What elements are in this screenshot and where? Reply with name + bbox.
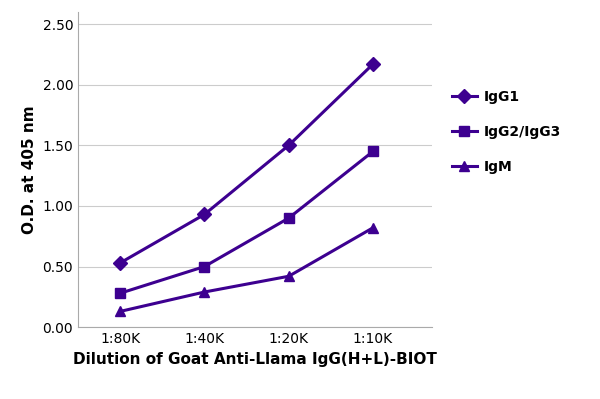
IgG2/IgG3 (116, 291, 124, 296)
IgM (370, 225, 377, 230)
IgG1 (370, 62, 377, 67)
Line: IgM: IgM (115, 223, 378, 316)
Line: IgG2/IgG3: IgG2/IgG3 (115, 146, 378, 298)
X-axis label: Dilution of Goat Anti-Llama IgG(H+L)-BIOT: Dilution of Goat Anti-Llama IgG(H+L)-BIO… (73, 352, 437, 367)
IgG1 (201, 212, 208, 217)
IgM (116, 309, 124, 314)
Legend: IgG1, IgG2/IgG3, IgM: IgG1, IgG2/IgG3, IgM (446, 84, 566, 179)
IgM (285, 274, 292, 279)
IgG2/IgG3 (201, 264, 208, 269)
IgM (201, 290, 208, 294)
Line: IgG1: IgG1 (115, 59, 378, 268)
IgG2/IgG3 (285, 216, 292, 221)
IgG1 (285, 143, 292, 148)
Y-axis label: O.D. at 405 nm: O.D. at 405 nm (22, 105, 37, 234)
IgG2/IgG3 (370, 149, 377, 154)
IgG1 (116, 261, 124, 265)
